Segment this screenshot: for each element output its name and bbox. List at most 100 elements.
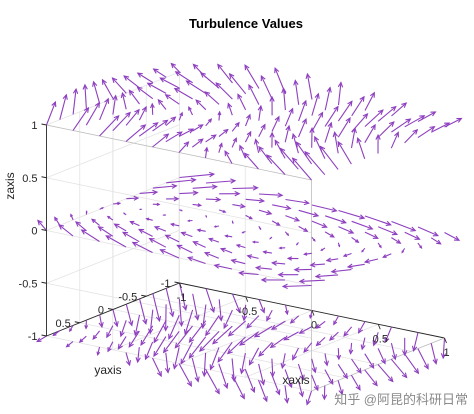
arrow-shaft (338, 209, 365, 219)
arrow-head (314, 273, 321, 279)
arrow-head (69, 328, 73, 333)
arrow-head (298, 328, 305, 334)
arrow-shaft (413, 332, 419, 351)
arrow-head (162, 119, 169, 126)
arrow-shaft (128, 90, 140, 105)
arrow-shaft (351, 220, 373, 230)
arrow-head (140, 124, 147, 130)
arrow-head (359, 95, 365, 102)
arrow-head (314, 135, 319, 142)
arrow-shaft (165, 352, 169, 373)
arrow-shaft (192, 293, 199, 320)
arrow-shaft (75, 221, 87, 232)
arrow-head (192, 241, 199, 247)
tick-labels: -1 -0.5 0 0.5 1 -1 -0.5 0 0.5 -1 -0.5 0 0.5 1 (19, 120, 450, 359)
y-axis-label: yaxis (94, 363, 121, 377)
arrow-shaft (384, 326, 393, 343)
arrow-shaft (138, 228, 153, 237)
arrow-shaft (217, 64, 233, 84)
arrow-head (104, 97, 110, 104)
arrow-head (269, 95, 275, 102)
arrow-shaft (324, 106, 339, 127)
arrow-head (150, 102, 155, 109)
arrow-head (186, 219, 191, 222)
arrow-head (106, 215, 111, 219)
arrow-shaft (299, 279, 325, 283)
arrow-head (170, 62, 176, 69)
arrow-shaft (79, 335, 87, 343)
arrow-shaft (258, 105, 262, 121)
arrow-shaft (350, 128, 356, 149)
arrow-shaft (191, 138, 204, 148)
arrow-head (173, 196, 180, 202)
arrow-head (259, 227, 262, 231)
arrow-head (320, 248, 324, 251)
arrow-shaft (351, 96, 365, 117)
arrow-head (298, 278, 305, 284)
arrow-shaft (227, 103, 233, 116)
arrow-shaft (179, 173, 214, 179)
arrow-shaft (204, 252, 220, 259)
arrow-head (218, 142, 223, 148)
arrow-shaft (377, 364, 394, 382)
arrow-head (217, 356, 223, 363)
arrow-head (269, 131, 275, 138)
arrow-shaft (337, 141, 352, 165)
arrow-head (138, 228, 145, 234)
arrow-shaft (72, 89, 77, 115)
arrow-head (230, 258, 237, 264)
arrow-head (436, 239, 442, 245)
arrow-shaft (152, 293, 161, 322)
arrow-head (303, 252, 308, 256)
arrow-shaft (81, 229, 100, 242)
arrow-head (222, 209, 227, 213)
arrow-shaft (92, 330, 101, 340)
arrow-head (284, 397, 290, 404)
arrow-shaft (258, 342, 273, 357)
arrow-shaft (357, 138, 366, 159)
arrow-shaft (139, 191, 158, 194)
arrow-head (401, 372, 408, 379)
arrow-shaft (430, 122, 450, 133)
arrow-head (258, 197, 266, 204)
arrow-head (159, 77, 166, 83)
arrow-head (128, 89, 135, 96)
arrow-shaft (285, 198, 309, 204)
arrow-shaft (181, 232, 193, 238)
arrow-head (178, 320, 184, 328)
arrow-shaft (314, 136, 326, 159)
arrow-head (401, 250, 405, 254)
arrow-shaft (364, 353, 375, 369)
arrow-head (101, 78, 107, 85)
arrow-head (414, 235, 421, 240)
arrow-shaft (138, 106, 147, 121)
arrow-head (358, 327, 364, 334)
arrow-head (305, 72, 311, 79)
arrow-head (295, 243, 298, 246)
arrow-head (301, 117, 307, 125)
x-tick-mark (377, 324, 381, 330)
arrow-shaft (178, 299, 183, 326)
arrow-shaft (122, 231, 140, 243)
arrow-head (195, 99, 202, 106)
arrow-head (304, 150, 310, 157)
arrow-shaft (298, 225, 308, 232)
arrow-head (285, 124, 291, 131)
arrow-head (312, 238, 316, 242)
arrow-shaft (271, 374, 280, 395)
arrow-head (293, 267, 300, 273)
arrow-head (241, 315, 248, 322)
arrow-head (369, 362, 375, 369)
arrow-shaft (209, 238, 220, 243)
arrow-head (253, 332, 260, 338)
z-tick-mark (41, 281, 47, 284)
arrow-head (444, 122, 451, 128)
arrow-head (171, 183, 178, 189)
arrow-head (179, 111, 183, 117)
arrow-shaft (324, 353, 328, 366)
arrow-shaft (99, 98, 109, 121)
arrow-head (144, 354, 150, 361)
arrow-shaft (240, 352, 246, 374)
arrow-shaft (37, 220, 47, 231)
arrow-shaft (137, 72, 154, 84)
